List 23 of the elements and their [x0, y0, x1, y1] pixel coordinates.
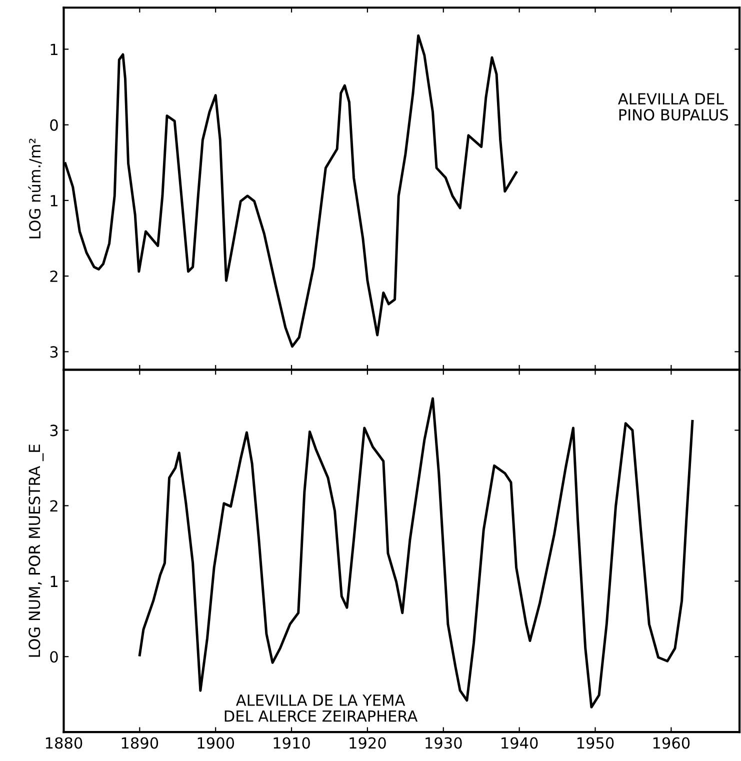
line-series [138, 397, 694, 708]
y-tick-label: 3 [50, 424, 58, 436]
y-tick-label: 1 [50, 44, 58, 56]
y-tick-label: 3 [50, 346, 58, 358]
y-tick-label: 1 [50, 195, 58, 206]
y-axis-title: LOG NUM, POR MUESTRA _E [28, 444, 44, 657]
y-tick-label: 0 [50, 651, 58, 663]
x-tick-label: 1920 [350, 737, 386, 749]
y-tick-label: 1 [50, 576, 58, 587]
series-label: ALEVILLA DE LA YEMA DEL ALERCE ZEIRAPHERA [224, 694, 418, 722]
x-tick-label: 1900 [198, 737, 234, 749]
x-tick-label: 1960 [653, 737, 690, 749]
y-axis-title: LOG núm./m² [28, 138, 42, 238]
text: ALEVILLA DEL PINO BUPALUS [618, 93, 728, 121]
y-tick-label: 2 [50, 500, 58, 512]
x-tick-label: 1950 [577, 737, 614, 749]
x-tick-label: 1890 [122, 737, 158, 749]
x-tick-label: 1910 [274, 737, 310, 749]
x-tick-label: 1940 [502, 737, 538, 749]
x-tick-label: 1930 [426, 737, 462, 749]
x-tick-label: 1880 [46, 737, 82, 749]
y-tick-label: 2 [50, 270, 58, 282]
y-tick-label: 0 [50, 119, 58, 131]
